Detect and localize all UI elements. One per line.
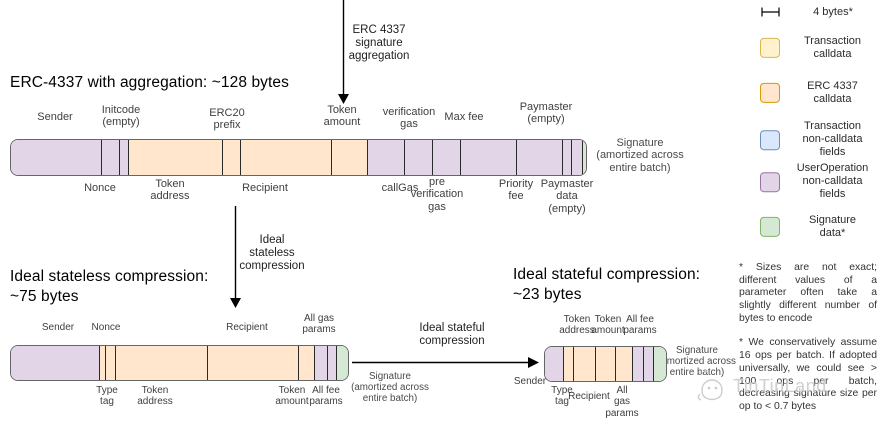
bar1-label-verification-gas: verification gas	[382, 106, 436, 131]
segment-recipient	[596, 347, 616, 381]
legend-item-transaction-calldata: Transaction calldata	[760, 35, 878, 61]
bar2-label-all-gas-params: All gas params	[302, 313, 336, 336]
bar1-label-erc20-prefix: ERC20 prefix	[209, 107, 245, 132]
segment-recipient	[208, 346, 299, 380]
bar3-note-signature: Signature (amortized across entire batch…	[658, 345, 736, 379]
legend-item-signature-data: Signature data*	[760, 214, 878, 240]
segment-all-gas-params	[633, 347, 644, 381]
segment-paymaster-data-empty	[572, 140, 583, 175]
legend-item-erc-4337-calldata: ERC 4337 calldata	[760, 80, 878, 106]
bar1-label-priority-fee: Priority fee	[498, 178, 534, 203]
bar3-label-recipient: Recipient	[568, 391, 610, 402]
segment-priority-fee	[517, 140, 563, 175]
bar1-label-token-amount: Token amount	[323, 104, 361, 129]
segment-token-amount	[616, 347, 633, 381]
bar1-label-max-fee: Max fee	[444, 111, 484, 123]
segment-signature	[583, 140, 586, 175]
title-erc4337-aggregation: ERC-4337 with aggregation: ~128 bytes	[10, 74, 289, 91]
bar2-label-token-address: Token address	[137, 385, 173, 408]
title-stateful-compression: Ideal stateful compression: ~23 bytes	[513, 266, 701, 303]
segment-token-address	[116, 346, 208, 380]
stateful-compression-arrow	[352, 357, 539, 368]
segment-token-amount	[299, 346, 315, 380]
bar1-note-signature: Signature (amortized across entire batch…	[596, 137, 684, 174]
footnotes: * Sizes are not exact; different values …	[739, 262, 877, 424]
bar1-label-token-address: Token address	[150, 178, 190, 203]
bar3-label-token-amount: Token amount	[591, 314, 625, 337]
segment-pre-verification-gas	[433, 140, 461, 175]
bar1-label-paymaster-data: Paymaster data (empty)	[540, 178, 594, 215]
legend-item-transaction-non-calldata-fields: Transaction non-calldata fields	[760, 120, 878, 160]
arrow-label-ideal-stateless-compression: Ideal stateless compression	[239, 234, 305, 272]
bar1-label-initcode: Initcode (empty)	[101, 104, 141, 129]
segment-verification-gas	[405, 140, 433, 175]
segment-sender	[545, 347, 564, 381]
legend-label: Transaction calldata	[803, 34, 862, 60]
bar2-label-type-tag: Type tag	[96, 385, 118, 408]
legend-label: Signature data*	[808, 213, 857, 239]
watermark-ghost-icon	[697, 369, 723, 401]
segment-token-address	[129, 140, 223, 175]
legend-item-useroperation-non-calldata-fields: UserOperation non-calldata fields	[760, 162, 878, 202]
bar2-label-recipient: Recipient	[226, 322, 268, 333]
title-stateless-compression: Ideal stateless compression: ~75 bytes	[10, 268, 209, 305]
segment-recipient	[241, 140, 332, 175]
segment-nonce	[102, 140, 120, 175]
bar3-label-type-tag: Type tag	[551, 385, 573, 408]
bar2-label-all-fee-params: All fee params	[309, 385, 343, 408]
segment-all-fee-params	[644, 347, 654, 381]
arrow-label-ideal-stateful-compression: Ideal stateful compression	[419, 322, 485, 347]
legend-swatch-signature-data	[760, 217, 780, 237]
bar2-label-token-amount: Token amount	[275, 385, 309, 408]
arrow-label-erc4337-signature-aggregation: ERC 4337 signature aggregation	[348, 24, 410, 62]
segment-all-fee-params	[328, 346, 337, 380]
bar1-label-paymaster: Paymaster (empty)	[519, 101, 573, 126]
segment-sender	[11, 346, 100, 380]
legend-swatch-transaction-calldata	[760, 38, 780, 58]
segment-initcode-empty	[120, 140, 129, 175]
bar-ideal-stateless-compression	[10, 345, 349, 381]
segment-paymaster-empty	[563, 140, 572, 175]
legend-swatch-userop-noncalldata	[760, 172, 780, 192]
segment-type-tag	[564, 347, 574, 381]
scale-label: 4 bytes*	[813, 6, 853, 18]
legend-label: Transaction non-calldata fields	[802, 120, 863, 159]
segment-token-address	[574, 347, 596, 381]
segment-nonce	[100, 346, 106, 380]
segment-token-amount	[332, 140, 368, 175]
bar1-label-nonce: Nonce	[84, 182, 116, 194]
bar3-label-all-fee-params: All fee params	[623, 314, 657, 337]
segment-signature	[337, 346, 348, 380]
bar1-label-recipient: Recipient	[242, 182, 288, 194]
scale-marker-icon	[761, 7, 780, 17]
segment-max-fee	[461, 140, 517, 175]
legend-swatch-transaction-noncalldata	[760, 130, 780, 150]
bar-erc4337-with-aggregation	[10, 139, 587, 176]
legend-swatch-erc4337-calldata	[760, 83, 780, 103]
bar1-label-sender: Sender	[37, 111, 73, 123]
legend-scale-row: 4 bytes*	[760, 6, 878, 18]
legend-label: UserOperation non-calldata fields	[796, 162, 869, 201]
legend-label: ERC 4337 calldata	[807, 79, 858, 105]
bar-ideal-stateful-compression	[544, 346, 667, 382]
bar2-label-sender: Sender	[41, 322, 75, 333]
footnote-sizes-not-exact: * Sizes are not exact; different values …	[739, 262, 877, 324]
segment-signature	[654, 347, 666, 381]
bar2-note-signature: Signature (amortized across entire batch…	[351, 371, 429, 405]
segment-sender	[11, 140, 102, 175]
segment-callgas	[368, 140, 405, 175]
watermark: TinTinLand	[694, 368, 827, 404]
watermark-text: TinTinLand	[733, 375, 827, 396]
bar3-label-all-gas-params: All gas params	[605, 385, 639, 419]
bar2-label-nonce: Nonce	[91, 322, 121, 333]
bar1-label-pre-verification-gas: pre verification gas	[410, 176, 464, 213]
segment-erc20-prefix	[223, 140, 241, 175]
bar3-label-sender: Sender	[513, 376, 547, 387]
segment-type-tag	[106, 346, 116, 380]
segment-all-gas-params	[315, 346, 328, 380]
footnote-ops-per-batch: * We conservatively assume 16 ops per ba…	[739, 337, 877, 412]
bar3-label-token-address: Token address	[559, 314, 595, 337]
bar1-label-callgas: callGas	[381, 182, 419, 194]
